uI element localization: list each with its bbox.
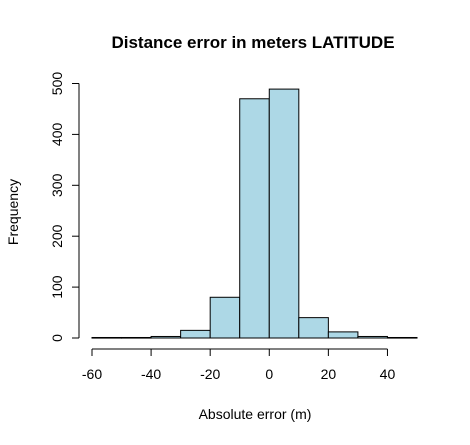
chart-title: Distance error in meters LATITUDE	[111, 33, 394, 52]
y-axis: 0 100 200 300 400 500	[49, 72, 80, 342]
x-tick-label: -20	[200, 366, 220, 382]
histogram-bar	[180, 329, 211, 339]
y-tick-label: 300	[49, 173, 65, 197]
histogram-bar	[209, 296, 241, 339]
x-tick-label: -40	[141, 366, 161, 382]
histogram-bar	[121, 336, 152, 339]
histogram-bar	[150, 335, 182, 339]
y-tick-label: 100	[49, 275, 65, 299]
histogram-bar	[239, 98, 270, 339]
y-axis-label: Frequency	[5, 179, 21, 245]
x-axis: -60 -40 -20 0 20 40	[82, 348, 396, 382]
bars-group	[91, 88, 418, 339]
histogram-bar	[327, 331, 359, 339]
y-tick-label: 500	[49, 72, 65, 96]
histogram-bar	[357, 335, 388, 339]
histogram-bar	[298, 317, 329, 339]
y-tick-label: 0	[49, 334, 65, 342]
x-tick-label: -60	[82, 366, 102, 382]
x-tick-label: 40	[380, 366, 396, 382]
histogram-bar	[91, 336, 123, 339]
histogram-bar	[268, 88, 300, 339]
y-tick-label: 400	[49, 123, 65, 147]
histogram-bar	[386, 336, 418, 339]
x-axis-label: Absolute error (m)	[199, 406, 312, 422]
x-tick-label: 0	[265, 366, 273, 382]
x-tick-label: 20	[321, 366, 337, 382]
y-tick-label: 200	[49, 224, 65, 248]
